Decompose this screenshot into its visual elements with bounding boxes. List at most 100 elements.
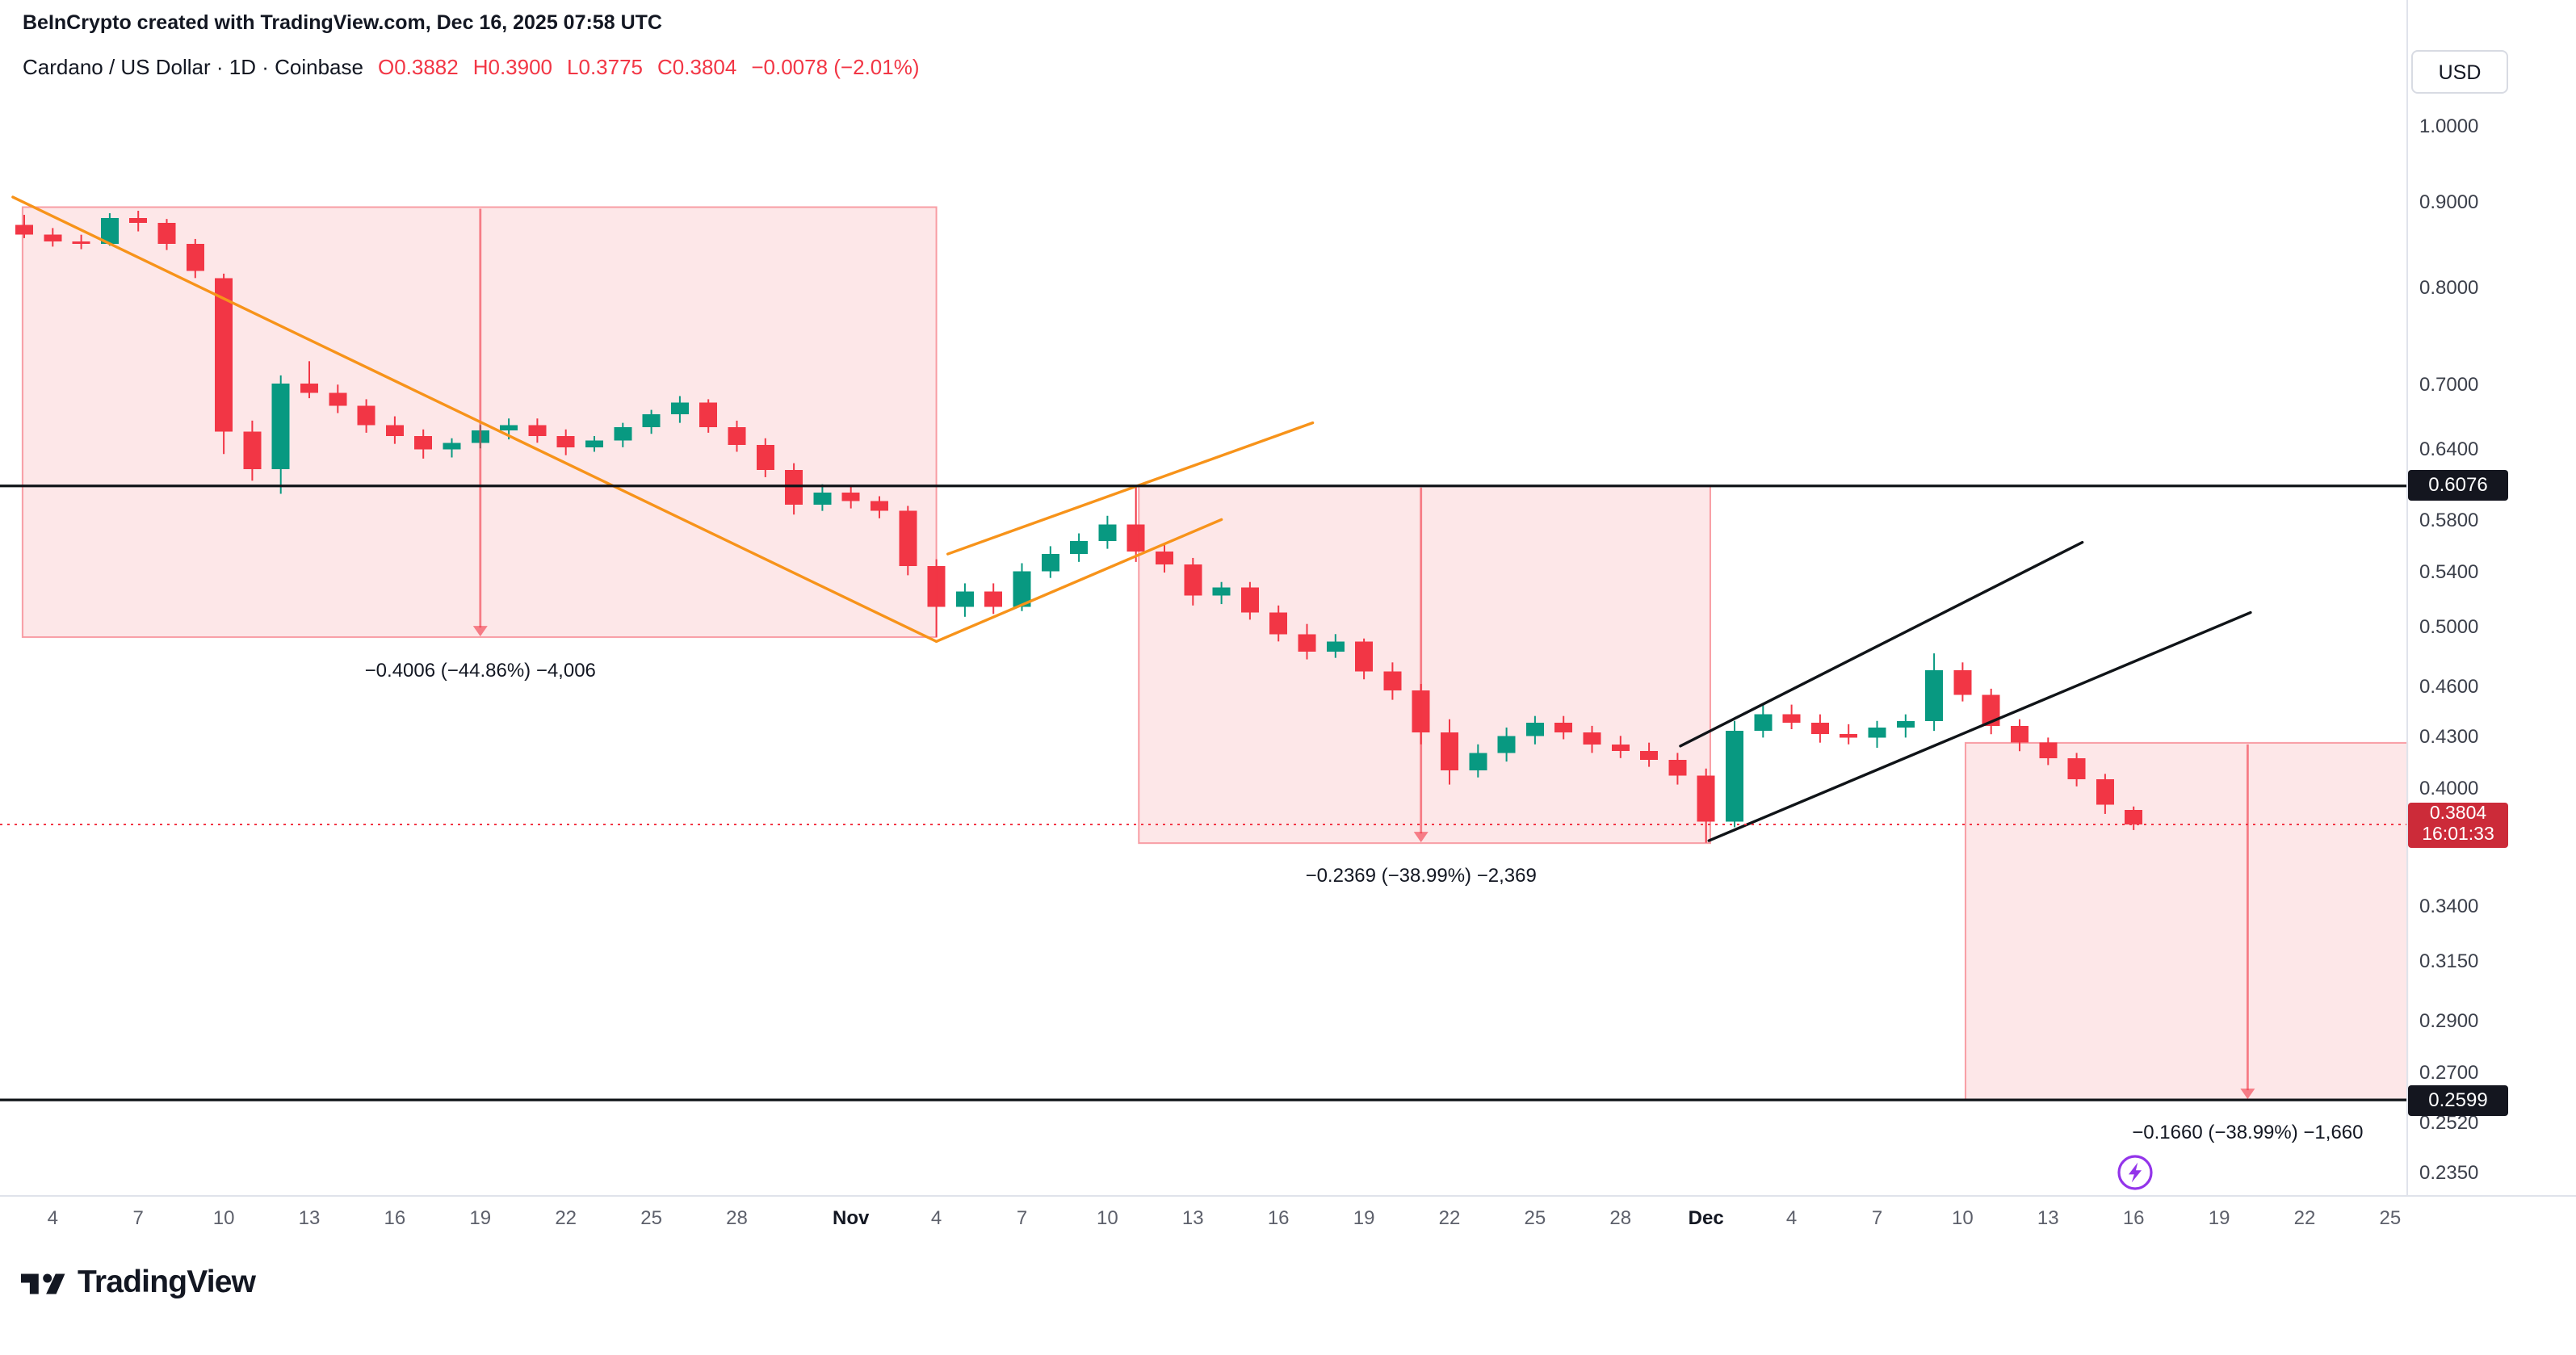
time-tick-label: 10 — [1952, 1206, 1974, 1229]
candle-body — [1469, 753, 1487, 770]
time-tick-label: 16 — [2122, 1206, 2145, 1229]
price-tick-label: 0.5800 — [2419, 508, 2479, 531]
black-trendline[interactable] — [1707, 610, 2252, 842]
candle-body — [899, 510, 917, 566]
range-measure-label-3: −0.1660 (−38.99%) −1,660 — [2132, 1121, 2364, 1144]
candle-body — [1810, 722, 1829, 735]
candle-body — [500, 425, 518, 431]
symbol-title[interactable]: Cardano / US Dollar · 1D · Coinbase — [23, 55, 363, 79]
orange-trendline[interactable] — [934, 518, 1223, 644]
time-tick-label: 7 — [1871, 1206, 1883, 1229]
orange-trendline[interactable] — [11, 195, 938, 644]
ohlc-low: L0.3775 — [567, 55, 644, 79]
candle-body — [1013, 571, 1031, 607]
current-price-countdown: 16:01:33 — [2422, 824, 2494, 845]
candle-body — [2125, 809, 2143, 825]
attribution-text: BeInCrypto created with TradingView.com,… — [23, 11, 662, 34]
time-tick-label: 4 — [1785, 1206, 1798, 1229]
time-axis-border — [0, 1195, 2576, 1197]
time-tick-label: 10 — [1097, 1206, 1118, 1229]
price-tick-label: 0.3400 — [2419, 894, 2479, 917]
candle-body — [1611, 744, 1630, 752]
candle-body — [1240, 587, 1259, 613]
candle-body — [1098, 524, 1117, 542]
candle-body — [1383, 671, 1402, 690]
ohlc-change: −0.0078 (−2.01%) — [751, 55, 920, 79]
price-tick-label: 0.4000 — [2419, 777, 2479, 800]
candle-body — [414, 435, 433, 450]
candle-body — [1497, 736, 1516, 753]
candle-body — [1754, 714, 1773, 732]
time-tick-label: 7 — [1016, 1206, 1028, 1229]
time-tick-label: 25 — [1524, 1206, 1546, 1229]
candle-body — [1982, 694, 2000, 726]
candle-body — [1554, 722, 1573, 733]
time-tick-label: 19 — [1353, 1206, 1375, 1229]
price-tick-label: 0.4600 — [2419, 675, 2479, 698]
ohlc-high: H0.3900 — [472, 55, 553, 79]
candle-body — [642, 413, 661, 428]
tradingview-logo[interactable]: TradingView — [21, 1265, 256, 1302]
candle-body — [1697, 775, 1715, 822]
candle-body — [157, 223, 176, 245]
candle-body — [385, 425, 404, 436]
time-tick-label: Nov — [833, 1206, 870, 1229]
candle-body — [1840, 734, 1858, 738]
price-axis-border — [2406, 0, 2408, 1195]
candle-body — [1953, 669, 1972, 695]
price-level-badge: 0.6076 — [2408, 470, 2508, 501]
black-trendline[interactable] — [1679, 540, 2084, 748]
time-tick-label: 7 — [132, 1206, 144, 1229]
currency-button[interactable]: USD — [2411, 50, 2508, 94]
candle-body — [927, 565, 946, 607]
candle-body — [1156, 551, 1173, 565]
candle-body — [955, 591, 974, 607]
candle-body — [871, 501, 888, 511]
candle-body — [1184, 564, 1202, 596]
time-tick-label: 13 — [1181, 1206, 1204, 1229]
candle-body — [1041, 554, 1059, 572]
candle-body — [1212, 587, 1231, 596]
time-tick-label: Dec — [1688, 1206, 1724, 1229]
candle-body — [585, 440, 603, 447]
range-measure-label-1: −0.4006 (−44.86%) −4,006 — [364, 658, 596, 682]
range-measure-label-2: −0.2369 (−38.99%) −2,369 — [1305, 864, 1537, 887]
candle-body — [756, 445, 774, 471]
candle-body — [1355, 641, 1374, 672]
candle-body — [1298, 634, 1316, 652]
price-tick-label: 0.4300 — [2419, 724, 2479, 748]
price-tick-label: 0.3150 — [2419, 949, 2479, 972]
candle-body — [1726, 731, 1743, 822]
time-tick-label: 16 — [1267, 1206, 1290, 1229]
candle-body — [357, 405, 375, 426]
range-arrowhead-icon — [1413, 832, 1429, 843]
candle-body — [129, 218, 148, 224]
flash-events-icon[interactable] — [2114, 1152, 2156, 1193]
price-tick-label: 0.7000 — [2419, 372, 2479, 395]
time-tick-label: 22 — [555, 1206, 577, 1229]
candle-body — [271, 384, 290, 469]
range-arrowhead-icon — [2240, 1089, 2255, 1100]
brand-name: TradingView — [78, 1265, 256, 1300]
candle-body — [728, 427, 746, 446]
candle-body — [785, 470, 803, 506]
current-price-badge: 0.3804 16:01:33 — [2408, 802, 2508, 848]
price-range-fills — [22, 207, 2408, 1101]
range-arrowhead-icon — [472, 626, 488, 637]
candle-body — [1126, 524, 1145, 552]
orange-trendline[interactable] — [946, 421, 1315, 556]
candle-body — [614, 427, 632, 441]
trendlines[interactable] — [11, 195, 2252, 842]
candle-body — [1583, 732, 1601, 745]
candle-body — [2039, 742, 2058, 758]
candle-body — [2011, 725, 2028, 743]
candle-body — [15, 224, 33, 235]
time-tick-label: 19 — [469, 1206, 492, 1229]
price-tick-label: 0.5000 — [2419, 615, 2479, 639]
candle-body — [1070, 541, 1089, 555]
price-tick-label: 0.2350 — [2419, 1161, 2479, 1185]
price-tick-label: 0.2900 — [2419, 1009, 2479, 1032]
candle-body — [841, 493, 860, 501]
candle-body — [1668, 759, 1687, 776]
